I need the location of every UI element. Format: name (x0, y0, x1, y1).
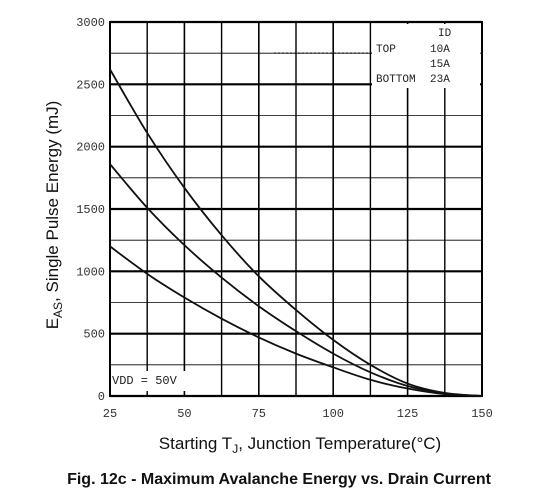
grid (109, 20, 483, 398)
legend-title: ID (438, 28, 452, 40)
x-tick-label: 75 (252, 407, 266, 421)
series-lines (109, 68, 483, 397)
x-tick-label: 100 (322, 407, 344, 421)
legend-row-top-position: TOP (376, 44, 396, 56)
x-tick-label: 150 (471, 407, 493, 421)
y-tick-label: 1000 (76, 265, 105, 279)
series-line-10a (109, 68, 483, 397)
y-tick-label: 500 (83, 328, 105, 342)
legend-background (372, 24, 480, 88)
legend: ID TOP 10A 15A BOTTOM 23A (376, 28, 452, 86)
x-tick-label: 125 (397, 407, 419, 421)
vdd-note: VDD = 50V (112, 374, 178, 388)
y-tick-label: 2000 (76, 141, 105, 155)
legend-row-top-current: 10A (430, 44, 450, 56)
figure-caption: Fig. 12c - Maximum Avalanche Energy vs. … (67, 471, 492, 488)
y-axis-title: EAS, Single Pulse Energy (mJ) (43, 101, 65, 330)
x-tick-label: 25 (103, 407, 117, 421)
legend-row-bottom-current: 23A (430, 74, 450, 86)
y-tick-label: 0 (98, 390, 105, 404)
plot-frame (109, 21, 483, 397)
y-tick-label: 2500 (76, 78, 105, 92)
legend-row-bottom-position: BOTTOM (376, 74, 416, 86)
x-axis-title: Starting TJ, Junction Temperature(°C) (159, 434, 441, 456)
series-line-15a (109, 163, 483, 397)
y-tick-label: 3000 (76, 16, 105, 30)
y-tick-label: 1500 (76, 203, 105, 217)
legend-row-mid-current: 15A (430, 59, 450, 71)
series-line-23a (109, 245, 483, 397)
note-background (111, 371, 196, 391)
x-tick-label: 50 (177, 407, 191, 421)
